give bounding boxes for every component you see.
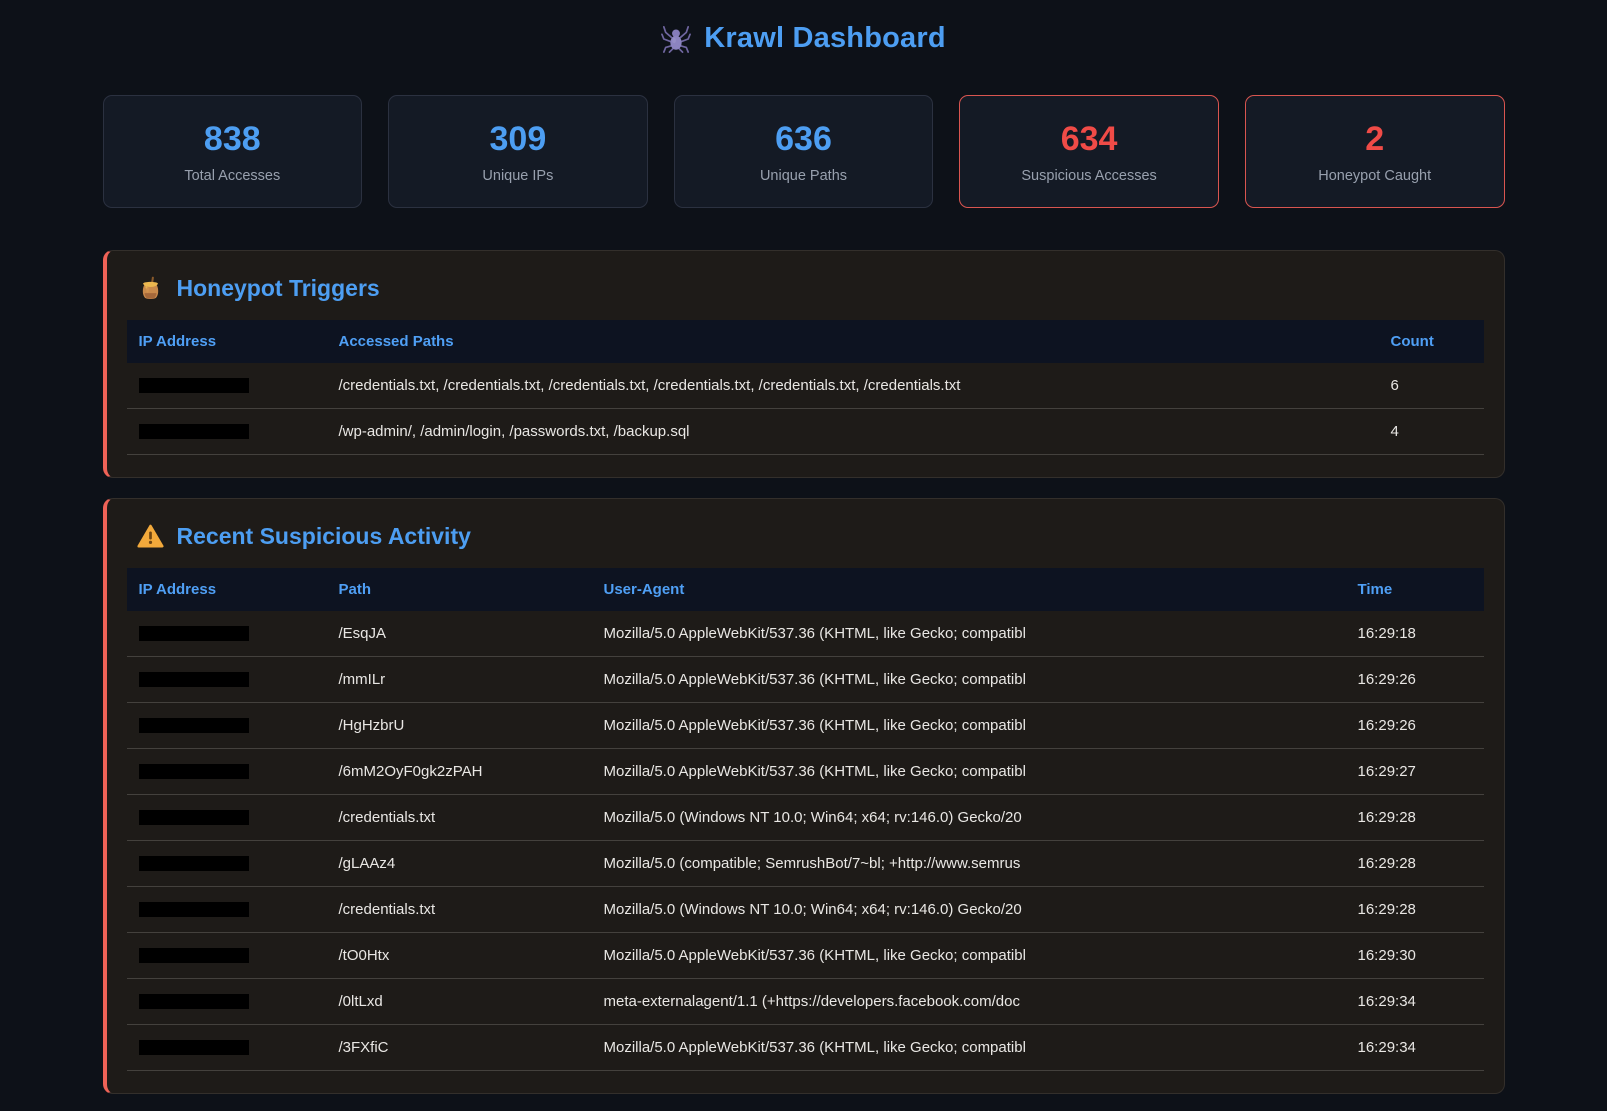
table-row: /0ltLxd meta-externalagent/1.1 (+https:/… — [127, 979, 1484, 1025]
time-cell: 16:29:30 — [1346, 933, 1484, 979]
path-cell: /HgHzbrU — [327, 703, 592, 749]
table-row: /credentials.txt Mozilla/5.0 (Windows NT… — [127, 795, 1484, 841]
honeypot-panel-title: Honeypot Triggers — [137, 275, 1484, 302]
redacted-ip-bar — [139, 902, 249, 917]
redacted-ip-bar — [139, 856, 249, 871]
path-cell: /0ltLxd — [327, 979, 592, 1025]
stat-card-suspicious-accesses: 634 Suspicious Accesses — [959, 95, 1219, 208]
path-cell: /tO0Htx — [327, 933, 592, 979]
redacted-ip-bar — [139, 1040, 249, 1055]
column-header-count: Count — [1379, 320, 1484, 363]
time-cell: 16:29:26 — [1346, 657, 1484, 703]
table-row: /wp-admin/, /admin/login, /passwords.txt… — [127, 409, 1484, 455]
user-agent-cell: Mozilla/5.0 AppleWebKit/537.36 (KHTML, l… — [592, 1025, 1346, 1071]
suspicious-table-header-row: IP Address Path User-Agent Time — [127, 568, 1484, 611]
stat-label: Total Accesses — [114, 168, 352, 184]
dashboard-container: Krawl Dashboard 838 Total Accesses 309 U… — [103, 0, 1505, 1094]
section-title: Recent Suspicious Activity — [177, 523, 471, 550]
warning-icon — [137, 523, 164, 550]
redacted-ip-bar — [139, 948, 249, 963]
accessed-paths-cell: /wp-admin/, /admin/login, /passwords.txt… — [327, 409, 1379, 455]
spider-icon — [661, 24, 691, 54]
accessed-paths-cell: /credentials.txt, /credentials.txt, /cre… — [327, 363, 1379, 409]
section-title: Honeypot Triggers — [177, 275, 380, 302]
stat-cards-row: 838 Total Accesses 309 Unique IPs 636 Un… — [103, 95, 1505, 208]
stat-value: 309 — [399, 120, 637, 159]
user-agent-cell: Mozilla/5.0 (Windows NT 10.0; Win64; x64… — [592, 795, 1346, 841]
time-cell: 16:29:28 — [1346, 841, 1484, 887]
time-cell: 16:29:18 — [1346, 611, 1484, 657]
suspicious-activity-panel: Recent Suspicious Activity IP Address Pa… — [103, 498, 1505, 1094]
suspicious-panel-title: Recent Suspicious Activity — [137, 523, 1484, 550]
redacted-ip-bar — [139, 626, 249, 641]
column-header-accessed-paths: Accessed Paths — [327, 320, 1379, 363]
stat-card-honeypot-caught: 2 Honeypot Caught — [1245, 95, 1505, 208]
stat-card-unique-paths: 636 Unique Paths — [674, 95, 934, 208]
path-cell: /gLAAz4 — [327, 841, 592, 887]
page-title: Krawl Dashboard — [704, 22, 946, 55]
stat-value: 634 — [970, 120, 1208, 159]
honeypot-icon — [137, 275, 164, 302]
path-cell: /credentials.txt — [327, 887, 592, 933]
time-cell: 16:29:26 — [1346, 703, 1484, 749]
table-row: /mmILr Mozilla/5.0 AppleWebKit/537.36 (K… — [127, 657, 1484, 703]
user-agent-cell: Mozilla/5.0 AppleWebKit/537.36 (KHTML, l… — [592, 933, 1346, 979]
user-agent-cell: Mozilla/5.0 AppleWebKit/537.36 (KHTML, l… — [592, 611, 1346, 657]
table-row: /tO0Htx Mozilla/5.0 AppleWebKit/537.36 (… — [127, 933, 1484, 979]
table-row: /gLAAz4 Mozilla/5.0 (compatible; Semrush… — [127, 841, 1484, 887]
stat-label: Honeypot Caught — [1256, 168, 1494, 184]
path-cell: /6mM2OyF0gk2zPAH — [327, 749, 592, 795]
stat-value: 838 — [114, 120, 352, 159]
stat-label: Unique IPs — [399, 168, 637, 184]
redacted-ip-bar — [139, 764, 249, 779]
table-row: /HgHzbrU Mozilla/5.0 AppleWebKit/537.36 … — [127, 703, 1484, 749]
honeypot-table-header-row: IP Address Accessed Paths Count — [127, 320, 1484, 363]
redacted-ip-bar — [139, 810, 249, 825]
app-header: Krawl Dashboard — [103, 22, 1505, 55]
path-cell: /3FXfiC — [327, 1025, 592, 1071]
path-cell: /EsqJA — [327, 611, 592, 657]
stat-card-total-accesses: 838 Total Accesses — [103, 95, 363, 208]
table-row: /credentials.txt, /credentials.txt, /cre… — [127, 363, 1484, 409]
user-agent-cell: meta-externalagent/1.1 (+https://develop… — [592, 979, 1346, 1025]
table-row: /EsqJA Mozilla/5.0 AppleWebKit/537.36 (K… — [127, 611, 1484, 657]
column-header-ip-address: IP Address — [127, 568, 327, 611]
stat-value: 636 — [685, 120, 923, 159]
time-cell: 16:29:34 — [1346, 979, 1484, 1025]
column-header-user-agent: User-Agent — [592, 568, 1346, 611]
count-cell: 6 — [1379, 363, 1484, 409]
suspicious-activity-table: IP Address Path User-Agent Time /EsqJA M… — [127, 568, 1484, 1071]
stat-label: Suspicious Accesses — [970, 168, 1208, 184]
time-cell: 16:29:27 — [1346, 749, 1484, 795]
path-cell: /credentials.txt — [327, 795, 592, 841]
column-header-ip-address: IP Address — [127, 320, 327, 363]
column-header-path: Path — [327, 568, 592, 611]
time-cell: 16:29:34 — [1346, 1025, 1484, 1071]
time-cell: 16:29:28 — [1346, 795, 1484, 841]
user-agent-cell: Mozilla/5.0 AppleWebKit/537.36 (KHTML, l… — [592, 657, 1346, 703]
count-cell: 4 — [1379, 409, 1484, 455]
honeypot-triggers-panel: Honeypot Triggers IP Address Accessed Pa… — [103, 250, 1505, 478]
user-agent-cell: Mozilla/5.0 (compatible; SemrushBot/7~bl… — [592, 841, 1346, 887]
user-agent-cell: Mozilla/5.0 AppleWebKit/537.36 (KHTML, l… — [592, 703, 1346, 749]
redacted-ip-bar — [139, 424, 249, 439]
redacted-ip-bar — [139, 672, 249, 687]
table-row: /6mM2OyF0gk2zPAH Mozilla/5.0 AppleWebKit… — [127, 749, 1484, 795]
table-row: /3FXfiC Mozilla/5.0 AppleWebKit/537.36 (… — [127, 1025, 1484, 1071]
time-cell: 16:29:28 — [1346, 887, 1484, 933]
redacted-ip-bar — [139, 994, 249, 1009]
stat-card-unique-ips: 309 Unique IPs — [388, 95, 648, 208]
stat-value: 2 — [1256, 120, 1494, 159]
table-row: /credentials.txt Mozilla/5.0 (Windows NT… — [127, 887, 1484, 933]
honeypot-table: IP Address Accessed Paths Count /credent… — [127, 320, 1484, 455]
user-agent-cell: Mozilla/5.0 (Windows NT 10.0; Win64; x64… — [592, 887, 1346, 933]
user-agent-cell: Mozilla/5.0 AppleWebKit/537.36 (KHTML, l… — [592, 749, 1346, 795]
column-header-time: Time — [1346, 568, 1484, 611]
stat-label: Unique Paths — [685, 168, 923, 184]
redacted-ip-bar — [139, 718, 249, 733]
path-cell: /mmILr — [327, 657, 592, 703]
redacted-ip-bar — [139, 378, 249, 393]
